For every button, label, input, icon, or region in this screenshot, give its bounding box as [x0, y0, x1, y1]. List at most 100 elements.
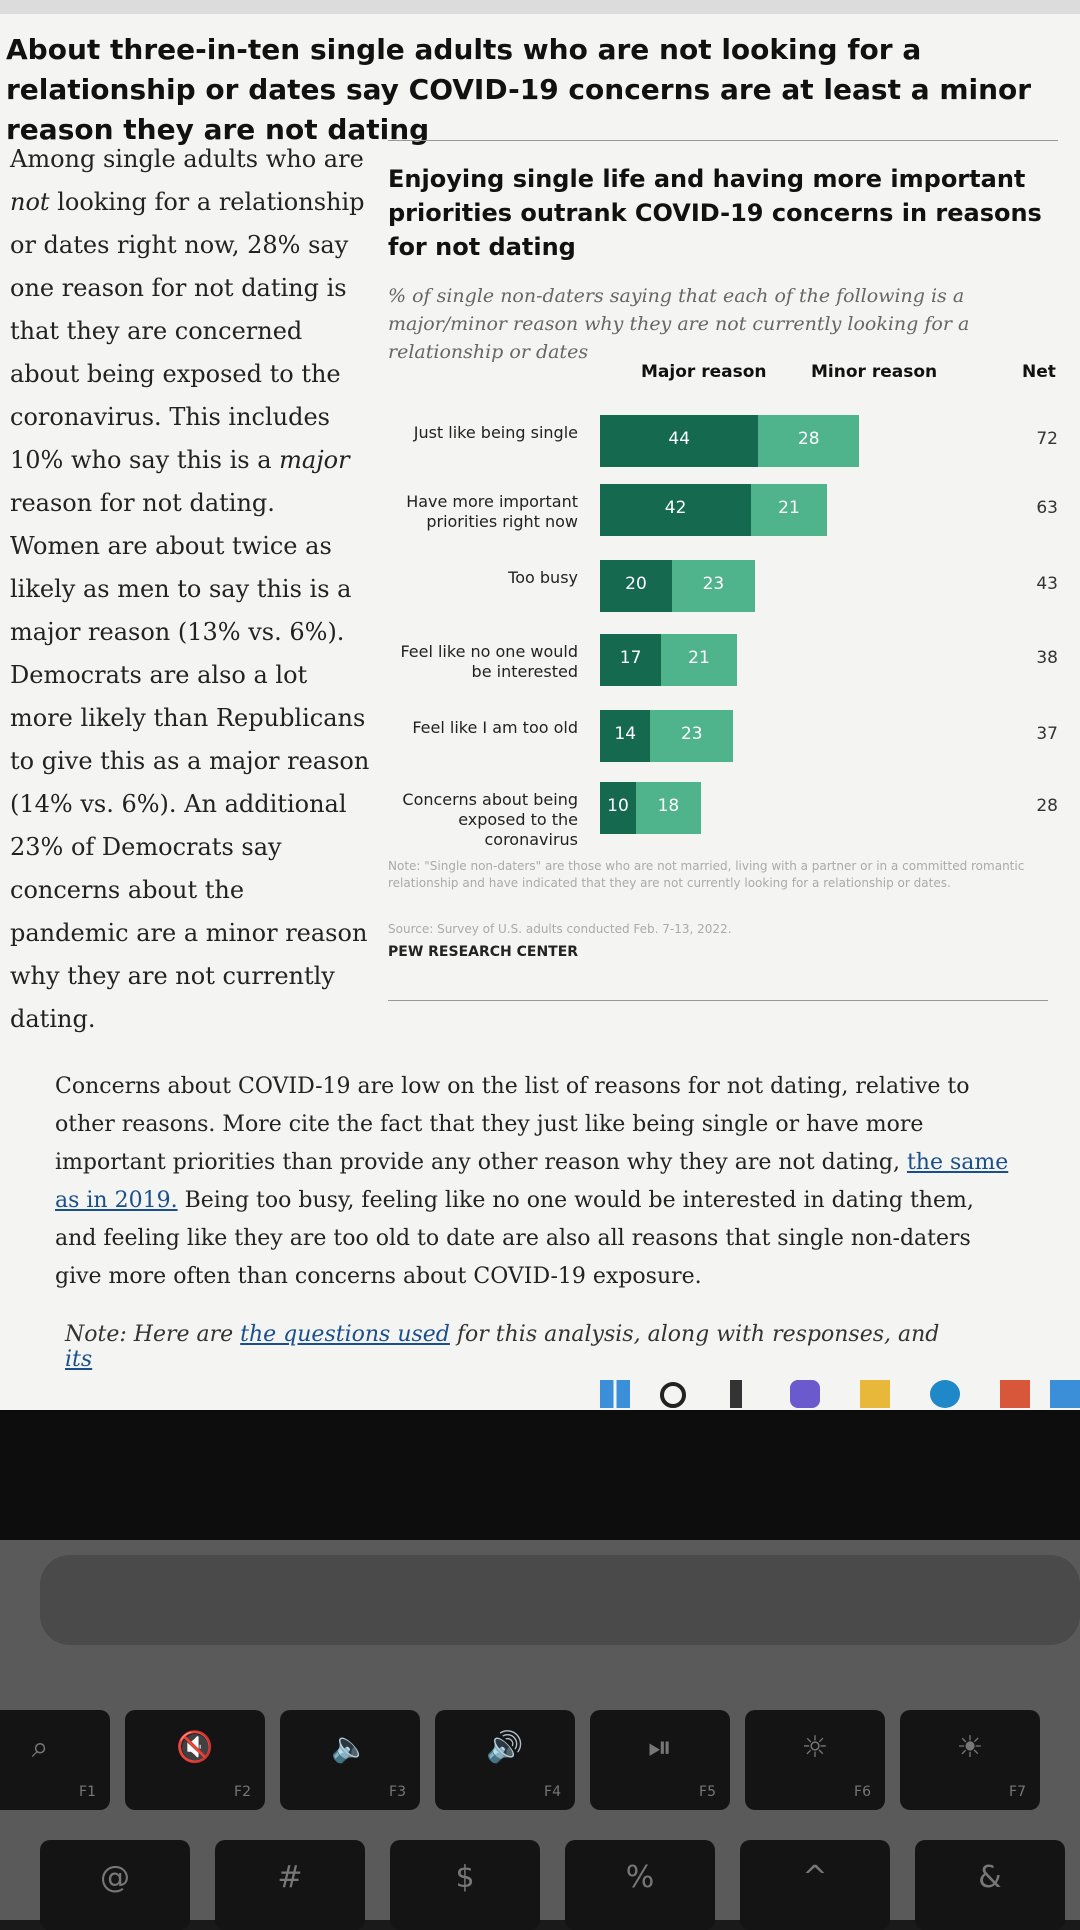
category-label: Have more important priorities right now: [406, 492, 578, 531]
link-questions-used[interactable]: the questions used: [240, 1322, 450, 1347]
number-row-key[interactable]: &: [915, 1840, 1065, 1930]
store-icon[interactable]: [1000, 1380, 1030, 1408]
chart: Enjoying single life and having more imp…: [388, 162, 1068, 1002]
bar-major-reason: [600, 484, 752, 536]
note-prefix: Note: Here are: [65, 1322, 234, 1347]
number-row-key[interactable]: ^: [740, 1840, 890, 1930]
volume-down-icon: 🔈: [331, 1730, 369, 1765]
function-key-label: F3: [389, 1784, 406, 1800]
bar-value-label: 10: [607, 796, 629, 816]
net-value-label: 28: [1036, 796, 1058, 816]
bar-value-label: 23: [702, 574, 725, 594]
search-key[interactable]: ⌕ F1: [0, 1710, 110, 1810]
chart-bottom-divider: [388, 1000, 1048, 1001]
windows-taskbar: [600, 1380, 1080, 1410]
bar-value-label: 18: [657, 796, 680, 816]
note-suffix: for this analysis, along with responses,…: [456, 1322, 940, 1347]
brightness-down-icon: ☼: [801, 1730, 829, 1765]
function-key-label: F5: [699, 1784, 716, 1800]
category-label: Too busy: [508, 568, 578, 587]
bar-minor-reason: [758, 415, 860, 467]
article-body: Concerns about COVID-19 are low on the l…: [55, 1068, 1015, 1296]
brightness-up-icon: ☀: [956, 1730, 984, 1765]
sidebar-emphasis-major: major: [279, 446, 350, 474]
browser-screen: About three-in-ten single adults who are…: [0, 0, 1080, 1410]
body-text-1: Concerns about COVID-19 are low on the l…: [55, 1074, 970, 1175]
play-pause-icon: ⏯: [648, 1730, 672, 1765]
bar-major-reason: [600, 560, 672, 612]
volume-up-key[interactable]: 🔊 F4: [435, 1710, 575, 1810]
mail-icon[interactable]: [1050, 1380, 1080, 1408]
link-same-as-2019[interactable]: the same as in 2019.: [55, 1150, 1009, 1213]
methodology-note: Note: Here are the questions used for th…: [65, 1322, 965, 1372]
bar-major-reason: [600, 634, 662, 686]
body-paragraph: Concerns about COVID-19 are low on the l…: [55, 1068, 1015, 1296]
brightness-down-key[interactable]: ☼ F6: [745, 1710, 885, 1810]
body-text-2: Being too busy, feeling like no one woul…: [55, 1188, 974, 1289]
chart-title: Enjoying single life and having more imp…: [388, 165, 1042, 261]
bar-value-label: 21: [778, 498, 800, 518]
bar-value-label: 14: [614, 724, 637, 744]
chart-top-divider: [388, 140, 1058, 141]
volume-down-key[interactable]: 🔈 F3: [280, 1710, 420, 1810]
number-row-key[interactable]: #: [215, 1840, 365, 1930]
sidebar-paragraph: Among single adults who are not looking …: [10, 138, 370, 1041]
legend-net: Net: [1022, 362, 1056, 382]
file-explorer-icon[interactable]: [860, 1380, 890, 1408]
bar-value-label: 17: [619, 648, 642, 668]
function-key-label: F2: [234, 1784, 251, 1800]
bar-value-label: 42: [664, 498, 687, 518]
teams-chat-icon[interactable]: [790, 1380, 820, 1408]
net-value-label: 37: [1036, 724, 1058, 744]
chart-note: Note: "Single non-daters" are those who …: [388, 859, 1025, 890]
play-pause-key[interactable]: ⏯ F5: [590, 1710, 730, 1810]
mute-icon: 🔇: [176, 1730, 214, 1765]
bar-value-label: 23: [680, 724, 703, 744]
bar-value-label: 21: [688, 648, 710, 668]
bar-minor-reason: [751, 484, 827, 536]
task-view-icon[interactable]: [730, 1380, 742, 1408]
sidebar-text: Among single adults who are not looking …: [10, 138, 370, 1041]
sidebar-text-3: reason for not dating. Women are about t…: [10, 489, 370, 1033]
function-key-label: F6: [854, 1784, 871, 1800]
sidebar-text-2: looking for a relationship or dates righ…: [10, 188, 365, 474]
net-value-label: 72: [1036, 429, 1058, 449]
net-value-label: 63: [1036, 498, 1058, 518]
key-symbol: $: [455, 1860, 475, 1895]
number-row-key[interactable]: %: [565, 1840, 715, 1930]
bar-major-reason: [600, 710, 651, 762]
number-row-key[interactable]: $: [390, 1840, 540, 1930]
number-row-key[interactable]: @: [40, 1840, 190, 1930]
function-key-label: F1: [79, 1784, 96, 1800]
net-value-label: 38: [1036, 648, 1058, 668]
search-icon[interactable]: [660, 1382, 686, 1408]
bar-value-label: 20: [625, 574, 647, 594]
category-label: Feel like I am too old: [412, 718, 578, 737]
function-key-label: F7: [1009, 1784, 1026, 1800]
pew-logo-text: PEW RESEARCH CENTER: [388, 944, 579, 960]
brightness-up-key[interactable]: ☀ F7: [900, 1710, 1040, 1810]
bar-major-reason: [600, 782, 636, 834]
key-symbol: ^: [802, 1860, 828, 1895]
bar-minor-reason: [672, 560, 755, 612]
key-symbol: %: [625, 1860, 655, 1895]
windows-start-icon[interactable]: [600, 1380, 630, 1408]
key-symbol: #: [277, 1860, 303, 1895]
function-key-label: F4: [544, 1784, 561, 1800]
sidebar-text-1: Among single adults who are: [10, 145, 364, 173]
bar-minor-reason: [636, 782, 701, 834]
bar-value-label: 28: [797, 429, 820, 449]
sidebar-emphasis-not: not: [10, 188, 50, 216]
edge-browser-icon[interactable]: [930, 1380, 960, 1408]
search-icon: ⌕: [31, 1730, 49, 1765]
volume-up-icon: 🔊: [486, 1730, 524, 1765]
category-label: Just like being single: [413, 423, 578, 442]
bar-minor-reason: [661, 634, 737, 686]
top-toolbar-strip: [0, 0, 1080, 14]
chart-subtitle: % of single non-daters saying that each …: [388, 285, 970, 363]
mute-key[interactable]: 🔇 F2: [125, 1710, 265, 1810]
legend-minor-reason: Minor reason: [811, 362, 938, 382]
laptop-bezel: [0, 1410, 1080, 1540]
link-its[interactable]: its: [65, 1347, 93, 1372]
category-label: Feel like no one would be interested: [400, 642, 578, 681]
